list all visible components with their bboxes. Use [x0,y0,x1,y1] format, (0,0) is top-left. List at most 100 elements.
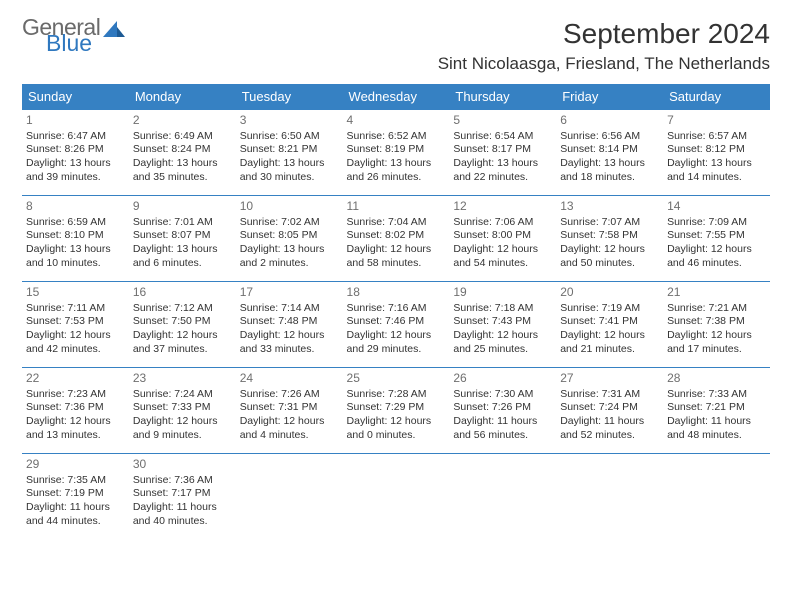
logo: General Blue [22,18,125,53]
sunrise-text: Sunrise: 7:12 AM [133,302,232,316]
sunrise-text: Sunrise: 7:21 AM [667,302,766,316]
sunrise-text: Sunrise: 7:33 AM [667,388,766,402]
header: General Blue September 2024 Sint Nicolaa… [22,18,770,74]
sunset-text: Sunset: 8:14 PM [560,143,659,157]
sunrise-text: Sunrise: 7:19 AM [560,302,659,316]
daylight-text: Daylight: 13 hours and 6 minutes. [133,243,232,270]
day-cell: 13Sunrise: 7:07 AMSunset: 7:58 PMDayligh… [556,196,663,282]
day-number: 17 [240,285,339,301]
location-text: Sint Nicolaasga, Friesland, The Netherla… [438,54,770,74]
sunset-text: Sunset: 7:55 PM [667,229,766,243]
sunset-text: Sunset: 7:17 PM [133,487,232,501]
sunrise-text: Sunrise: 7:35 AM [26,474,125,488]
sunrise-text: Sunrise: 7:24 AM [133,388,232,402]
day-cell: 26Sunrise: 7:30 AMSunset: 7:26 PMDayligh… [449,368,556,454]
sunset-text: Sunset: 7:46 PM [347,315,446,329]
daylight-text: Daylight: 13 hours and 14 minutes. [667,157,766,184]
daylight-text: Daylight: 12 hours and 37 minutes. [133,329,232,356]
sunset-text: Sunset: 8:07 PM [133,229,232,243]
empty-cell [236,454,343,540]
day-number: 14 [667,199,766,215]
sunset-text: Sunset: 8:00 PM [453,229,552,243]
weekday-header: Thursday [449,84,556,110]
daylight-text: Daylight: 12 hours and 17 minutes. [667,329,766,356]
day-cell: 7Sunrise: 6:57 AMSunset: 8:12 PMDaylight… [663,110,770,196]
day-number: 7 [667,113,766,129]
empty-cell [663,454,770,540]
empty-cell [449,454,556,540]
sunset-text: Sunset: 7:29 PM [347,401,446,415]
weekday-header: Monday [129,84,236,110]
daylight-text: Daylight: 13 hours and 39 minutes. [26,157,125,184]
week-row: 15Sunrise: 7:11 AMSunset: 7:53 PMDayligh… [22,282,770,368]
sunset-text: Sunset: 7:36 PM [26,401,125,415]
sunset-text: Sunset: 7:33 PM [133,401,232,415]
day-number: 21 [667,285,766,301]
sunset-text: Sunset: 7:41 PM [560,315,659,329]
day-number: 19 [453,285,552,301]
day-cell: 15Sunrise: 7:11 AMSunset: 7:53 PMDayligh… [22,282,129,368]
daylight-text: Daylight: 12 hours and 21 minutes. [560,329,659,356]
day-cell: 12Sunrise: 7:06 AMSunset: 8:00 PMDayligh… [449,196,556,282]
sunrise-text: Sunrise: 7:07 AM [560,216,659,230]
day-cell: 8Sunrise: 6:59 AMSunset: 8:10 PMDaylight… [22,196,129,282]
day-number: 28 [667,371,766,387]
sunset-text: Sunset: 7:31 PM [240,401,339,415]
weekday-header: Friday [556,84,663,110]
sunset-text: Sunset: 8:17 PM [453,143,552,157]
week-row: 29Sunrise: 7:35 AMSunset: 7:19 PMDayligh… [22,454,770,540]
sunset-text: Sunset: 8:05 PM [240,229,339,243]
sunset-text: Sunset: 7:50 PM [133,315,232,329]
day-number: 20 [560,285,659,301]
day-cell: 24Sunrise: 7:26 AMSunset: 7:31 PMDayligh… [236,368,343,454]
day-number: 22 [26,371,125,387]
daylight-text: Daylight: 11 hours and 40 minutes. [133,501,232,528]
day-number: 8 [26,199,125,215]
sunrise-text: Sunrise: 7:16 AM [347,302,446,316]
day-number: 3 [240,113,339,129]
day-cell: 2Sunrise: 6:49 AMSunset: 8:24 PMDaylight… [129,110,236,196]
day-cell: 4Sunrise: 6:52 AMSunset: 8:19 PMDaylight… [343,110,450,196]
day-cell: 19Sunrise: 7:18 AMSunset: 7:43 PMDayligh… [449,282,556,368]
daylight-text: Daylight: 11 hours and 52 minutes. [560,415,659,442]
sunrise-text: Sunrise: 7:30 AM [453,388,552,402]
daylight-text: Daylight: 13 hours and 18 minutes. [560,157,659,184]
sunrise-text: Sunrise: 7:04 AM [347,216,446,230]
sunrise-text: Sunrise: 7:06 AM [453,216,552,230]
daylight-text: Daylight: 12 hours and 0 minutes. [347,415,446,442]
weekday-header-row: Sunday Monday Tuesday Wednesday Thursday… [22,84,770,110]
sunrise-text: Sunrise: 7:26 AM [240,388,339,402]
sunset-text: Sunset: 8:12 PM [667,143,766,157]
day-number: 27 [560,371,659,387]
sunrise-text: Sunrise: 7:14 AM [240,302,339,316]
sunrise-text: Sunrise: 7:11 AM [26,302,125,316]
day-cell: 1Sunrise: 6:47 AMSunset: 8:26 PMDaylight… [22,110,129,196]
daylight-text: Daylight: 12 hours and 4 minutes. [240,415,339,442]
sunrise-text: Sunrise: 6:49 AM [133,130,232,144]
sunrise-text: Sunrise: 6:56 AM [560,130,659,144]
sunrise-text: Sunrise: 6:47 AM [26,130,125,144]
daylight-text: Daylight: 11 hours and 48 minutes. [667,415,766,442]
day-number: 1 [26,113,125,129]
daylight-text: Daylight: 13 hours and 10 minutes. [26,243,125,270]
day-number: 24 [240,371,339,387]
sunset-text: Sunset: 8:24 PM [133,143,232,157]
weekday-header: Saturday [663,84,770,110]
day-cell: 25Sunrise: 7:28 AMSunset: 7:29 PMDayligh… [343,368,450,454]
day-number: 6 [560,113,659,129]
daylight-text: Daylight: 12 hours and 29 minutes. [347,329,446,356]
daylight-text: Daylight: 13 hours and 35 minutes. [133,157,232,184]
day-cell: 29Sunrise: 7:35 AMSunset: 7:19 PMDayligh… [22,454,129,540]
day-cell: 3Sunrise: 6:50 AMSunset: 8:21 PMDaylight… [236,110,343,196]
day-number: 9 [133,199,232,215]
daylight-text: Daylight: 11 hours and 56 minutes. [453,415,552,442]
sunset-text: Sunset: 7:53 PM [26,315,125,329]
sunset-text: Sunset: 7:58 PM [560,229,659,243]
day-number: 12 [453,199,552,215]
daylight-text: Daylight: 13 hours and 26 minutes. [347,157,446,184]
sunrise-text: Sunrise: 7:23 AM [26,388,125,402]
sunset-text: Sunset: 7:19 PM [26,487,125,501]
daylight-text: Daylight: 12 hours and 58 minutes. [347,243,446,270]
day-cell: 5Sunrise: 6:54 AMSunset: 8:17 PMDaylight… [449,110,556,196]
daylight-text: Daylight: 13 hours and 30 minutes. [240,157,339,184]
